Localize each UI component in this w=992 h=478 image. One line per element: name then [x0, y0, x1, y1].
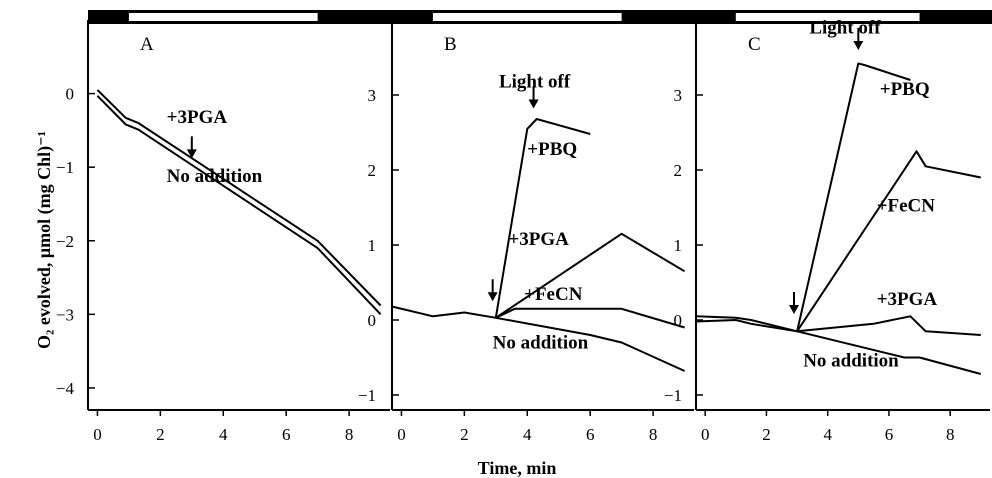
arrow-head-c	[853, 41, 864, 50]
y-tick-label-c: 2	[674, 161, 683, 180]
series-line-b-fecn	[495, 307, 685, 329]
y-tick-label-c: −1	[664, 386, 682, 405]
annotation-b: No addition	[493, 333, 589, 354]
y-tick-label-a: −3	[56, 305, 74, 324]
series-line-c-trace-4	[695, 315, 798, 333]
x-tick-label-a: 0	[93, 425, 102, 444]
y-tick-label-b: 1	[368, 236, 377, 255]
x-tick-label-b: 6	[586, 425, 595, 444]
annotation-a: No addition	[167, 166, 263, 187]
light-period-bar-a	[128, 13, 318, 21]
series-line-a-trace-0	[96, 89, 382, 307]
x-tick-label-a: 6	[282, 425, 291, 444]
light-period-bar-b	[432, 13, 622, 21]
annotation-b: +FeCN	[524, 284, 583, 305]
x-tick-label-b: 8	[649, 425, 658, 444]
y-tick-label-c: 1	[674, 236, 683, 255]
y-tick-label-b: −1	[358, 386, 376, 405]
x-tick-label-a: 4	[219, 425, 228, 444]
x-tick-label-b: 0	[397, 425, 406, 444]
x-tick-label-b: 4	[523, 425, 532, 444]
light-period-bar-c	[735, 13, 920, 21]
x-tick-label-c: 2	[762, 425, 771, 444]
x-tick-label-c: 0	[701, 425, 710, 444]
y-tick-label-c: 3	[674, 86, 683, 105]
arrow-head-c	[789, 305, 799, 314]
x-axis-label: Time, min	[478, 458, 557, 478]
x-tick-label-a: 8	[345, 425, 354, 444]
y-tick-label-a: −4	[56, 379, 75, 398]
panel-letter-b: B	[444, 34, 457, 55]
y-tick-label-a: −2	[56, 232, 74, 251]
x-tick-label-c: 6	[885, 425, 894, 444]
y-axis-label: O₂ evolved, μmol (mg Chl)⁻¹	[34, 131, 55, 349]
series-line-c-3pga	[797, 315, 981, 336]
series-line-b-no-addition	[391, 305, 686, 372]
series-line-b-3pga	[495, 232, 686, 319]
series-line-c-fecn	[796, 150, 981, 332]
y-tick-label-b: 2	[368, 161, 377, 180]
x-tick-label-a: 2	[156, 425, 165, 444]
annotation-c: Light off	[809, 18, 881, 39]
y-tick-label-b: 0	[368, 311, 377, 330]
arrow-head-a	[186, 149, 197, 159]
panel-letter-c: C	[748, 34, 761, 55]
panel-letter-a: A	[140, 34, 154, 55]
annotation-b: +PBQ	[527, 139, 577, 160]
x-tick-label-c: 8	[946, 425, 955, 444]
annotation-a: +3PGA	[167, 107, 228, 128]
annotation-b: +3PGA	[508, 229, 569, 250]
x-tick-label-c: 4	[823, 425, 832, 444]
series-line-a-trace-1	[96, 95, 382, 315]
arrow-head-b	[528, 99, 539, 109]
y-tick-label-c: 0	[674, 311, 683, 330]
x-tick-label-b: 2	[460, 425, 469, 444]
y-tick-label-a: −1	[56, 158, 74, 177]
series-line-c-pbq	[796, 62, 911, 332]
y-tick-label-a: 0	[66, 85, 75, 104]
annotation-c: +3PGA	[877, 289, 938, 310]
arrow-head-b	[487, 292, 498, 302]
series-line-b-pbq	[494, 118, 591, 318]
y-tick-label-b: 3	[368, 86, 377, 105]
annotation-b: Light off	[499, 72, 571, 93]
annotation-c: No addition	[803, 351, 899, 372]
annotation-c: +PBQ	[880, 79, 930, 100]
annotation-c: +FeCN	[877, 195, 936, 216]
